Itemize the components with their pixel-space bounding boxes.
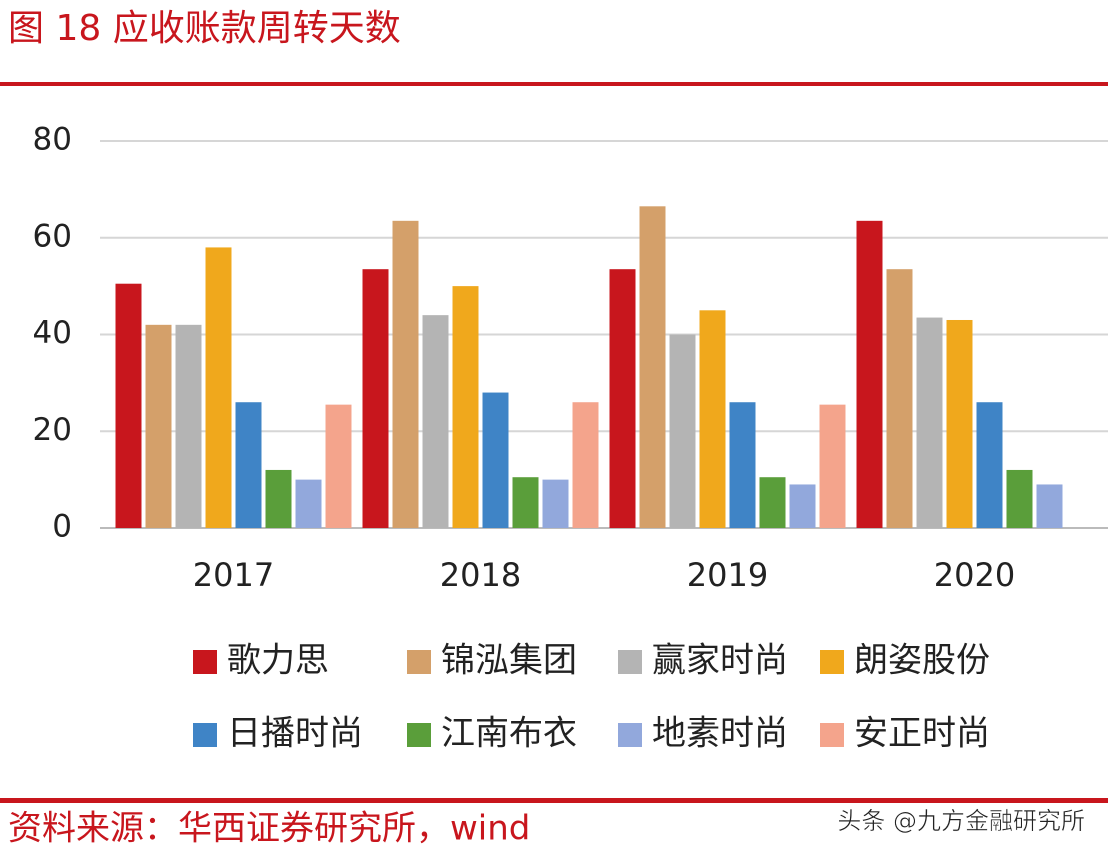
bar — [325, 404, 352, 528]
bar — [699, 310, 726, 528]
bar — [789, 484, 816, 528]
legend-label: 地素时尚 — [652, 714, 788, 754]
bar — [205, 247, 232, 529]
legend-label: 朗姿股份 — [854, 641, 990, 681]
bar — [362, 269, 389, 528]
y-tick-label: 60 — [33, 218, 72, 254]
chart-title: 图 18 应收账款周转天数 — [8, 8, 401, 49]
bar — [452, 286, 479, 528]
bar — [422, 315, 449, 528]
bar — [482, 392, 509, 528]
bar — [392, 220, 419, 528]
y-tick-label: 20 — [33, 412, 72, 448]
x-tick-label: 2017 — [193, 556, 274, 594]
x-tick-label: 2018 — [440, 556, 521, 594]
bar — [856, 220, 883, 528]
y-tick-label: 80 — [33, 122, 72, 158]
bar — [295, 479, 322, 528]
bar — [819, 404, 846, 528]
bar — [175, 324, 202, 528]
bar — [916, 317, 943, 528]
bar — [759, 477, 786, 528]
bar — [265, 469, 292, 528]
footer-rule — [0, 798, 1108, 803]
bar — [946, 319, 973, 528]
bar — [976, 402, 1003, 528]
y-tick-label: 40 — [33, 315, 72, 351]
legend-swatch — [618, 650, 642, 674]
legend-swatch — [407, 650, 431, 674]
bar — [115, 283, 142, 528]
title-rule — [0, 82, 1108, 86]
legend-label: 锦泓集团 — [441, 641, 577, 681]
watermark: 头条 @九方金融研究所 — [837, 807, 1085, 835]
bar — [886, 269, 913, 528]
legend-swatch — [820, 723, 844, 747]
legend-label: 赢家时尚 — [652, 641, 788, 681]
legend-swatch — [193, 723, 217, 747]
source-note: 资料来源：华西证券研究所，wind — [8, 809, 530, 849]
legend-swatch — [820, 650, 844, 674]
legend-label: 日播时尚 — [227, 714, 363, 754]
bar — [572, 402, 599, 528]
bar — [639, 206, 666, 528]
bar — [235, 402, 262, 528]
legend-swatch — [618, 723, 642, 747]
bar — [542, 479, 569, 528]
bar — [1036, 484, 1063, 528]
legend-label: 江南布衣 — [441, 714, 577, 754]
legend-swatch — [407, 723, 431, 747]
bar — [729, 402, 756, 528]
bar — [609, 269, 636, 528]
bar — [145, 324, 172, 528]
x-tick-label: 2020 — [934, 556, 1015, 594]
legend-swatch — [193, 650, 217, 674]
bar — [1006, 469, 1033, 528]
y-tick-label: 0 — [52, 509, 72, 545]
bar — [512, 477, 539, 528]
legend-label: 安正时尚 — [854, 714, 990, 754]
bar — [669, 334, 696, 528]
x-tick-label: 2019 — [687, 556, 768, 594]
legend-label: 歌力思 — [227, 641, 329, 681]
